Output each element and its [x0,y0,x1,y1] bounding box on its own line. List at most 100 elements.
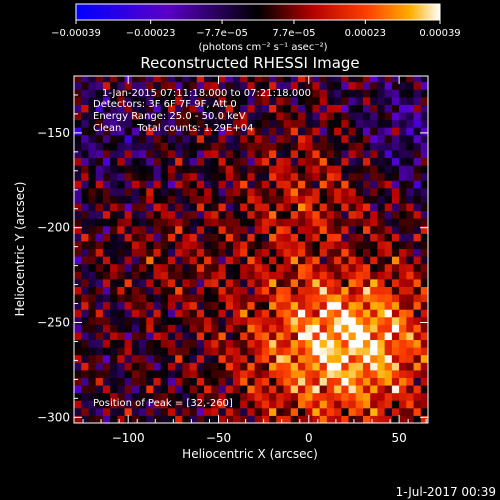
heatmap-cell [167,407,176,416]
heatmap-cell [204,157,212,166]
heatmap-cell [117,286,126,295]
heatmap-cell [305,400,313,409]
heatmap-cell [110,407,118,416]
heatmap-cell [247,392,256,401]
heatmap-cell [167,248,176,257]
heatmap-cell [254,392,263,401]
heatmap-cell [117,149,126,159]
heatmap-cell [341,157,350,166]
heatmap-cell [81,331,89,341]
heatmap-cell [276,180,285,189]
heatmap-cell [196,339,205,348]
heatmap-cell [319,203,328,212]
heatmap-cell [110,316,118,325]
heatmap-cell [189,369,198,378]
heatmap-cell [232,316,241,325]
heatmap-cell [283,286,292,295]
heatmap-cell [290,301,299,310]
heatmap-cell [240,331,248,341]
heatmap-cell [413,354,422,363]
heatmap-cell [334,392,342,401]
heatmap-cell [319,218,328,227]
heatmap-cell [110,142,118,151]
heatmap-cell [102,256,111,265]
heatmap-cell [139,180,147,189]
heatmap-cell [312,278,321,287]
heatmap-cell [283,354,292,363]
heatmap-cell [110,149,118,159]
heatmap-cell [377,81,386,90]
heatmap-cell [341,180,350,189]
heatmap-cell [218,240,227,250]
heatmap-cell [146,89,154,98]
heatmap-cell [399,392,407,401]
heatmap-cell [312,347,321,356]
heatmap-cell [139,76,147,83]
heatmap-cell [81,180,89,189]
heatmap-cell [312,369,321,378]
heatmap-cell [355,187,364,196]
heatmap-cell [240,407,248,416]
heatmap-cell [341,415,350,423]
heatmap-cell [225,210,234,219]
heatmap-cell [110,210,118,219]
heatmap-cell [102,415,111,423]
heatmap-cell [232,309,241,318]
heatmap-cell [355,294,364,303]
heatmap-cell [362,407,371,416]
heatmap-cell [218,96,227,105]
heatmap-cell [370,278,378,287]
heatmap-cell [175,157,183,166]
heatmap-cell [420,339,428,348]
heatmap-cell [326,339,335,348]
heatmap-cell [95,119,104,128]
heatmap-cell [124,195,133,204]
heatmap-cell [326,385,335,394]
heatmap-cell [269,294,277,303]
heatmap-cell [102,354,111,363]
heatmap-cell [247,157,256,166]
heatmap-cell [355,347,364,356]
heatmap-cell [88,172,97,181]
heatmap-cell [160,347,169,356]
heatmap-cell [254,347,263,356]
heatmap-cell [225,271,234,280]
heatmap-cell [413,127,422,136]
heatmap-cell [355,324,364,333]
heatmap-cell [139,104,147,113]
heatmap-cell [146,180,154,189]
heatmap-cell [269,271,277,280]
heatmap-cell [95,362,104,371]
heatmap-cell [413,263,422,272]
heatmap-cell [370,354,378,363]
heatmap-cell [240,301,248,310]
heatmap-cell [225,256,234,265]
heatmap-cell [232,263,241,272]
heatmap-cell [175,165,183,174]
heatmap-cell [232,89,241,98]
heatmap-cell [261,172,270,181]
heatmap-cell [348,89,357,98]
heatmap-cell [175,286,183,295]
heatmap-cell [124,377,133,386]
heatmap-cell [413,362,422,371]
heatmap-cell [131,331,140,341]
heatmap-cell [81,294,89,303]
heatmap-cell [254,76,263,83]
heatmap-cell [261,157,270,166]
heatmap-cell [326,225,335,234]
heatmap-cell [341,149,350,159]
timestamp: 1-Jul-2017 00:39 [396,485,496,499]
heatmap-cell [377,240,386,250]
heatmap-cell [81,339,89,348]
heatmap-cell [319,286,328,295]
heatmap-cell [182,248,191,257]
heatmap-cell [204,400,212,409]
heatmap-cell [283,96,292,105]
heatmap-cell [269,89,277,98]
heatmap-cell [225,278,234,287]
heatmap-cell [124,407,133,416]
heatmap-cell [160,377,169,386]
heatmap-cell [189,248,198,257]
heatmap-cell [326,286,335,295]
